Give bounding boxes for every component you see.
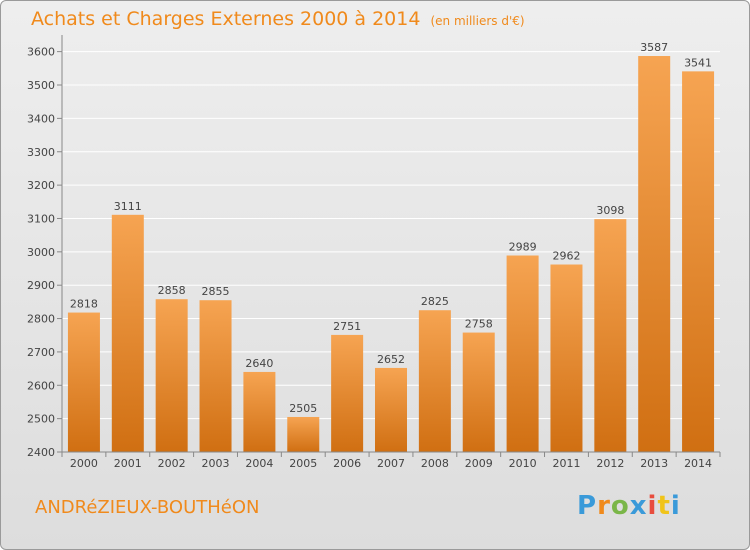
data-label: 2751 [333,320,361,333]
y-axis: 2400 2500 2600 2700 2800 2900 3000 3100 3200 3300… [27,35,63,459]
y-tick-label: 3400 [27,112,55,125]
data-label: 2825 [421,295,449,308]
x-tick-label: 2011 [552,457,580,470]
y-tick-label: 3300 [27,146,55,159]
bar-2013 [638,56,671,453]
bar-2004 [243,371,276,452]
x-tick-label: 2008 [421,457,449,470]
data-label: 2989 [509,241,537,254]
data-label: 3587 [640,41,668,54]
data-label: 2652 [377,353,405,366]
logo-letter: t [657,491,671,521]
x-tick-label: 2000 [70,457,98,470]
logo-letter: x [629,491,648,521]
logo-letter: i [670,491,681,521]
x-tick-label: 2006 [333,457,361,470]
bar-2008 [418,310,451,452]
data-label: 2858 [158,284,186,297]
y-tick-label: 3200 [27,179,55,192]
proxiti-logo: Proxiti [577,491,681,521]
bar-2001 [111,214,144,452]
y-tick-label: 2700 [27,346,55,359]
y-tick-label: 3100 [27,212,55,225]
bar-2005 [287,416,320,452]
y-tick-label: 2900 [27,279,55,292]
bar-2003 [199,300,232,452]
logo-letter: r [597,491,611,521]
y-tick-label: 2800 [27,313,55,326]
y-tick-label: 3000 [27,246,55,259]
data-label: 3541 [684,56,712,69]
data-label: 2758 [465,318,493,331]
x-tick-label: 2003 [202,457,230,470]
bar-2012 [594,219,627,452]
data-label: 3111 [114,200,142,213]
data-label: 2505 [289,402,317,415]
x-axis: 2000 2001 2002 2003 2004 2005 2006 2007 2008 2009… [61,451,721,470]
data-labels: 2818 3111 2858 2855 2640 2505 2751 2652 2825 2758… [70,41,712,415]
city-name: ANDRéZIEUX-BOUTHéON [35,497,260,518]
chart-title: Achats et Charges Externes 2000 à 2014 [31,8,421,30]
x-tick-label: 2005 [289,457,317,470]
chart-unit: (en milliers d'€) [430,14,525,28]
x-tick-label: 2012 [596,457,624,470]
bar-2002 [155,299,188,452]
bars [67,56,715,453]
x-tick-label: 2004 [245,457,273,470]
x-tick-label: 2014 [684,457,712,470]
y-tick-label: 2600 [27,379,55,392]
bar-2011 [550,264,583,452]
data-label: 2640 [245,357,273,370]
data-label: 2962 [552,250,580,263]
x-tick-label: 2007 [377,457,405,470]
x-tick-label: 2013 [640,457,668,470]
y-tick-label: 2500 [27,413,55,426]
bar-2010 [506,255,539,452]
y-tick-label: 2400 [27,446,55,459]
x-tick-label: 2009 [465,457,493,470]
x-tick-label: 2002 [158,457,186,470]
x-tick-label: 2001 [114,457,142,470]
bar-2006 [331,334,364,452]
logo-letter: o [610,491,630,521]
y-tick-label: 3600 [27,46,55,59]
x-tick-label: 2010 [509,457,537,470]
data-label: 3098 [596,204,624,217]
bar-2007 [375,367,407,452]
y-tick-label: 3500 [27,79,55,92]
bar-2014 [682,71,715,452]
bar-2000 [67,312,100,452]
title-row: Achats et Charges Externes 2000 à 2014 (e… [31,8,525,30]
data-label: 2855 [202,285,230,298]
bar-2009 [462,332,495,452]
logo-letter: i [647,491,658,521]
logo-letter: P [577,491,598,521]
data-label: 2818 [70,298,98,311]
